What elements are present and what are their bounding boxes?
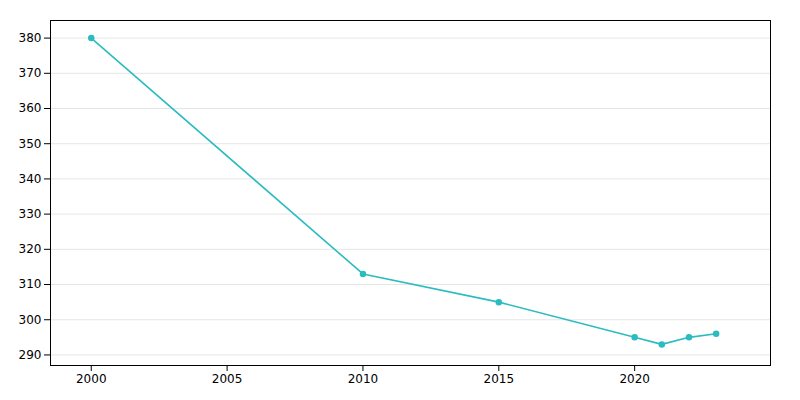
svg-text:320: 320 (19, 242, 42, 256)
svg-text:380: 380 (19, 31, 42, 45)
svg-text:370: 370 (19, 66, 42, 80)
svg-text:330: 330 (19, 207, 42, 221)
svg-text:290: 290 (19, 348, 42, 362)
svg-text:340: 340 (19, 172, 42, 186)
svg-text:360: 360 (19, 101, 42, 115)
svg-text:2000: 2000 (76, 372, 107, 386)
svg-text:2005: 2005 (212, 372, 243, 386)
svg-text:310: 310 (19, 277, 42, 291)
svg-text:350: 350 (19, 137, 42, 151)
svg-text:2015: 2015 (484, 372, 515, 386)
svg-text:300: 300 (19, 313, 42, 327)
svg-text:2020: 2020 (619, 372, 650, 386)
svg-text:2010: 2010 (348, 372, 379, 386)
